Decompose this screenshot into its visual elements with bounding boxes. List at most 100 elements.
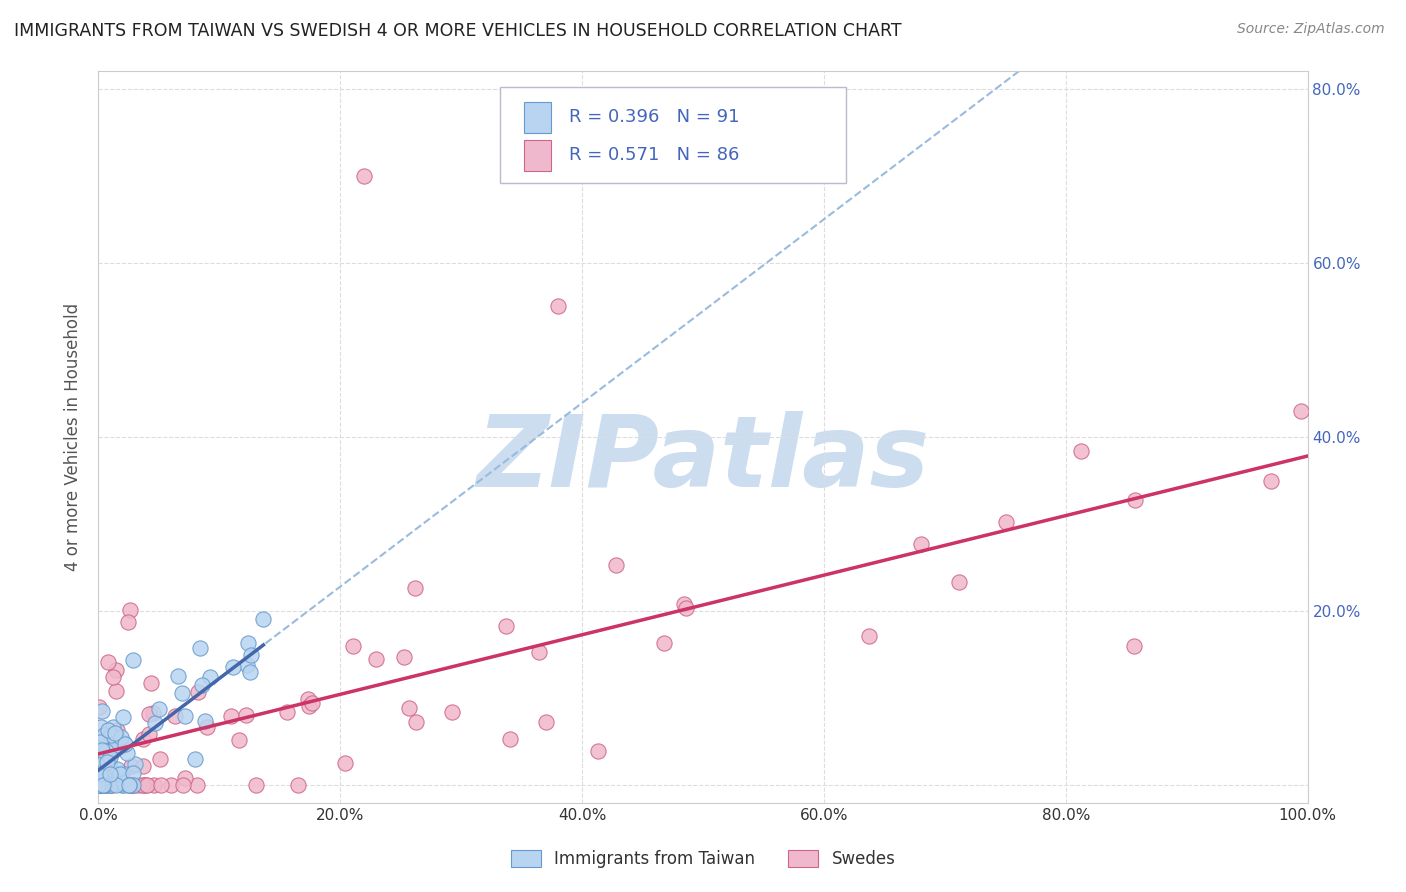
Point <box>93 778 115 792</box>
Point <box>173 708 195 723</box>
Point <box>111 778 134 792</box>
FancyBboxPatch shape <box>501 87 845 183</box>
Point <box>97 723 120 738</box>
Point <box>87 778 110 792</box>
Point <box>107 769 129 783</box>
Point <box>94 753 117 767</box>
Point <box>652 635 675 649</box>
Point <box>104 683 127 698</box>
Point <box>98 759 121 773</box>
Point <box>132 759 155 773</box>
Point <box>588 744 610 758</box>
Point <box>114 737 136 751</box>
Point <box>910 537 932 551</box>
Point <box>98 778 121 792</box>
Point <box>190 678 212 692</box>
Point <box>1070 443 1092 458</box>
Point <box>93 778 115 792</box>
Point <box>118 603 141 617</box>
Point <box>90 750 112 764</box>
Point <box>366 652 388 666</box>
Point <box>100 735 122 749</box>
Point <box>174 772 197 786</box>
Point <box>87 732 110 747</box>
Point <box>1291 403 1313 417</box>
Point <box>239 665 262 679</box>
Point <box>342 639 364 653</box>
Point <box>89 778 111 792</box>
Point <box>90 762 112 776</box>
Point <box>495 619 517 633</box>
Point <box>132 778 155 792</box>
Point <box>112 736 135 750</box>
Point <box>122 653 145 667</box>
Point <box>148 702 170 716</box>
Point <box>239 648 262 662</box>
Point <box>235 708 257 723</box>
Point <box>96 755 118 769</box>
Point <box>97 764 120 778</box>
Point <box>163 709 186 723</box>
Point <box>219 709 242 723</box>
FancyBboxPatch shape <box>524 102 551 133</box>
Point <box>91 766 114 780</box>
Point <box>194 714 217 729</box>
Point <box>105 739 128 753</box>
Point <box>101 745 124 759</box>
Point <box>91 730 114 744</box>
Point <box>236 636 259 650</box>
Point <box>107 762 129 776</box>
Point <box>93 778 115 792</box>
Point <box>100 728 122 742</box>
Point <box>186 778 208 792</box>
Point <box>121 778 143 792</box>
Point <box>276 706 298 720</box>
Point <box>100 778 122 792</box>
Point <box>172 778 194 792</box>
Point <box>228 733 250 747</box>
Point <box>1122 639 1144 653</box>
Point <box>98 731 121 746</box>
Point <box>94 737 117 751</box>
Point <box>142 778 165 792</box>
Y-axis label: 4 or more Vehicles in Household: 4 or more Vehicles in Household <box>65 303 83 571</box>
Point <box>104 663 127 677</box>
Point <box>87 699 110 714</box>
Point <box>98 750 121 764</box>
Point <box>93 728 115 742</box>
Point <box>498 731 520 746</box>
Point <box>93 764 115 778</box>
Point <box>96 764 118 779</box>
Point <box>110 739 132 753</box>
Point <box>91 773 114 788</box>
Point <box>94 744 117 758</box>
Point <box>1260 474 1282 488</box>
Point <box>97 778 120 792</box>
Point <box>93 768 115 782</box>
Point <box>110 730 132 744</box>
Point <box>93 778 115 792</box>
Point <box>104 778 127 792</box>
Point <box>89 778 111 792</box>
Legend: Immigrants from Taiwan, Swedes: Immigrants from Taiwan, Swedes <box>503 843 903 875</box>
Point <box>120 778 142 792</box>
Point <box>104 726 127 740</box>
Text: IMMIGRANTS FROM TAIWAN VS SWEDISH 4 OR MORE VEHICLES IN HOUSEHOLD CORRELATION CH: IMMIGRANTS FROM TAIWAN VS SWEDISH 4 OR M… <box>14 22 901 40</box>
Point <box>404 582 426 596</box>
Point <box>200 670 222 684</box>
Point <box>127 778 149 792</box>
Point <box>100 778 122 792</box>
Point <box>184 752 207 766</box>
Point <box>93 778 115 792</box>
Point <box>405 715 427 730</box>
Point <box>111 766 134 780</box>
Point <box>297 691 319 706</box>
Point <box>94 778 117 792</box>
Point <box>138 727 160 741</box>
Point <box>101 735 124 749</box>
Point <box>858 629 880 643</box>
Point <box>141 676 163 690</box>
Point <box>97 655 120 669</box>
Point <box>90 704 112 718</box>
Point <box>547 300 569 314</box>
